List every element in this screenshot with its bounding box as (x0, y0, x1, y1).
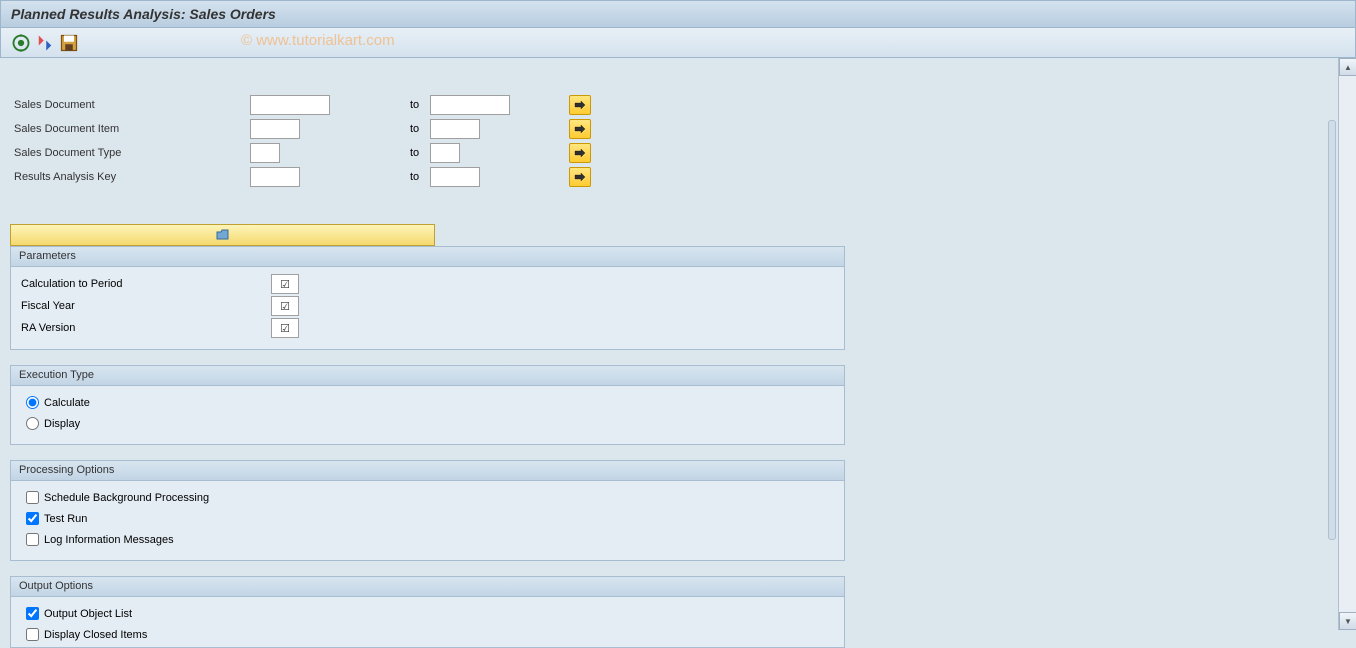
selection-row: Sales Document Type to (10, 141, 1346, 165)
watermark: © www.tutorialkart.com (241, 32, 395, 49)
field-label: Sales Document (10, 99, 250, 111)
toolbar: © www.tutorialkart.com (0, 28, 1356, 58)
page-title: Planned Results Analysis: Sales Orders (11, 6, 1345, 22)
param-row: RA Version ☑ (21, 317, 834, 339)
section-header: Processing Options (11, 461, 844, 481)
param-row: Fiscal Year ☑ (21, 295, 834, 317)
ra-version-input[interactable]: ☑ (271, 318, 299, 338)
required-check-icon: ☑ (280, 300, 290, 313)
checkbox-label: Test Run (44, 513, 87, 525)
selection-row: Results Analysis Key to (10, 165, 1346, 189)
test-run-checkbox[interactable] (26, 512, 39, 525)
scroll-down-button[interactable]: ▼ (1339, 612, 1356, 630)
save-icon[interactable] (59, 33, 79, 53)
param-label: Calculation to Period (21, 278, 271, 290)
folder-icon (216, 228, 230, 242)
required-check-icon: ☑ (280, 322, 290, 335)
section-header: Execution Type (11, 366, 844, 386)
execute-icon[interactable] (11, 33, 31, 53)
param-row: Calculation to Period ☑ (21, 273, 834, 295)
processing-options-section: Processing Options Schedule Background P… (10, 460, 845, 561)
scroll-up-button[interactable]: ▲ (1339, 58, 1356, 76)
checkbox-row: Schedule Background Processing (21, 487, 834, 508)
fiscal-year-input[interactable]: ☑ (271, 296, 299, 316)
output-object-list-checkbox[interactable] (26, 607, 39, 620)
sales-document-type-to-input[interactable] (430, 143, 460, 163)
radio-row: Display (21, 413, 834, 434)
sales-document-from-input[interactable] (250, 95, 330, 115)
multiple-selection-button[interactable] (569, 167, 591, 187)
radio-label: Display (44, 418, 80, 430)
checkbox-label: Output Object List (44, 608, 132, 620)
inner-scrollbar-track[interactable] (1328, 120, 1336, 540)
checkbox-label: Display Closed Items (44, 629, 147, 641)
field-label: Sales Document Item (10, 123, 250, 135)
checkbox-row: Output Object List (21, 603, 834, 624)
execution-type-section: Execution Type Calculate Display (10, 365, 845, 445)
radio-label: Calculate (44, 397, 90, 409)
tab-bar[interactable] (10, 224, 435, 246)
selection-row: Sales Document to (10, 93, 1346, 117)
results-analysis-key-to-input[interactable] (430, 167, 480, 187)
radio-row: Calculate (21, 392, 834, 413)
calculation-period-input[interactable]: ☑ (271, 274, 299, 294)
vertical-scrollbar[interactable]: ▲ ▼ (1338, 58, 1356, 630)
checkbox-label: Log Information Messages (44, 534, 174, 546)
title-bar: Planned Results Analysis: Sales Orders (0, 0, 1356, 28)
output-options-section: Output Options Output Object List Displa… (10, 576, 845, 648)
sales-document-to-input[interactable] (430, 95, 510, 115)
log-info-checkbox[interactable] (26, 533, 39, 546)
execute-variant-icon[interactable] (35, 33, 55, 53)
parameters-section: Parameters Calculation to Period ☑ Fisca… (10, 246, 845, 350)
schedule-background-checkbox[interactable] (26, 491, 39, 504)
param-label: Fiscal Year (21, 300, 271, 312)
sales-document-type-from-input[interactable] (250, 143, 280, 163)
multiple-selection-button[interactable] (569, 119, 591, 139)
multiple-selection-button[interactable] (569, 95, 591, 115)
checkbox-label: Schedule Background Processing (44, 492, 209, 504)
field-label: Sales Document Type (10, 147, 250, 159)
multiple-selection-button[interactable] (569, 143, 591, 163)
checkbox-row: Log Information Messages (21, 529, 834, 550)
section-header: Parameters (11, 247, 844, 267)
checkbox-row: Display Closed Items (21, 624, 834, 645)
sales-document-item-to-input[interactable] (430, 119, 480, 139)
checkbox-row: Test Run (21, 508, 834, 529)
sales-document-item-from-input[interactable] (250, 119, 300, 139)
calculate-radio[interactable] (26, 396, 39, 409)
display-radio[interactable] (26, 417, 39, 430)
content-area: Sales Document to Sales Document Item to… (0, 58, 1356, 630)
param-label: RA Version (21, 322, 271, 334)
required-check-icon: ☑ (280, 278, 290, 291)
selection-criteria: Sales Document to Sales Document Item to… (10, 93, 1346, 189)
field-label: Results Analysis Key (10, 171, 250, 183)
results-analysis-key-from-input[interactable] (250, 167, 300, 187)
selection-row: Sales Document Item to (10, 117, 1346, 141)
section-header: Output Options (11, 577, 844, 597)
